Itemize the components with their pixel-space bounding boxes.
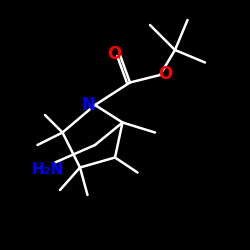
- Text: N: N: [82, 96, 96, 114]
- Text: O: O: [108, 45, 122, 63]
- Text: H₂N: H₂N: [32, 162, 64, 178]
- Text: O: O: [158, 65, 172, 83]
